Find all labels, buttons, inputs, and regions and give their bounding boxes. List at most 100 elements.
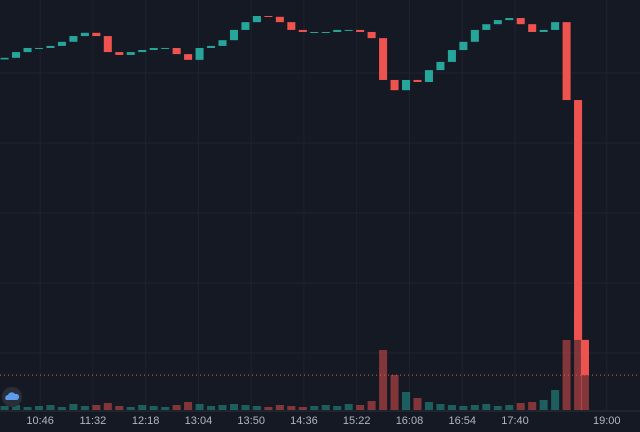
volume-bar (528, 402, 537, 410)
candle-body (138, 50, 147, 53)
candle-body (161, 47, 170, 49)
volume-bar (195, 404, 204, 410)
x-tick-label: 13:04 (185, 415, 213, 427)
candle-body (218, 40, 227, 46)
candle-body (12, 52, 21, 58)
volume-bar (436, 404, 445, 410)
volume-bar (57, 407, 66, 410)
volume-bar (138, 405, 147, 410)
candle-body (574, 100, 583, 340)
horizontal-grid (0, 72, 640, 354)
volume-bar (69, 404, 78, 410)
volume-bar (562, 340, 571, 410)
volume-bar (390, 375, 399, 410)
volume-bar (103, 403, 112, 410)
candle-body (69, 36, 78, 42)
candle-body (298, 29, 307, 32)
volume-bar (551, 390, 560, 410)
candle-body (321, 31, 330, 33)
x-tick-label: 10:46 (26, 415, 54, 427)
volume-bar (298, 407, 307, 410)
candle-body (459, 41, 468, 51)
volume-bar (539, 400, 548, 410)
volume-bar (333, 406, 342, 410)
volume-bar (172, 405, 181, 410)
candle-body (505, 18, 514, 21)
x-tick-label: 16:54 (448, 415, 476, 427)
volume-bar (321, 405, 330, 410)
volume-bar (356, 405, 365, 410)
volume-bar (92, 405, 101, 410)
x-tick-label: 19:00 (593, 415, 621, 427)
x-tick-label: 13:50 (237, 415, 265, 427)
candle-body (126, 52, 135, 55)
candle-body (115, 52, 124, 55)
volume-bar (115, 406, 124, 410)
candle-body (402, 79, 411, 91)
candle-body (252, 15, 261, 23)
candle-body (562, 22, 571, 101)
candle-body (413, 79, 422, 82)
candle-body (80, 32, 89, 37)
candle-body (275, 16, 284, 23)
candle-body (23, 47, 32, 53)
volume-bar (275, 405, 284, 410)
x-tick-label: 11:32 (80, 415, 107, 427)
candle-body (34, 47, 44, 49)
volume-bar (344, 404, 353, 410)
volume-bar (424, 402, 433, 410)
volume-bar (413, 398, 422, 410)
volume-bar (505, 405, 514, 410)
volume-bar (379, 350, 388, 410)
volume-bar (126, 407, 135, 410)
candle-body (57, 41, 66, 46)
volume-bar (207, 406, 216, 410)
candle-body (344, 29, 353, 31)
volume-bar (229, 404, 238, 410)
candle-body (424, 70, 433, 82)
logo[interactable] (2, 387, 22, 407)
candle-body (92, 32, 101, 37)
volume-bar (367, 401, 376, 410)
volume-bar (580, 350, 589, 410)
candle-body (516, 18, 525, 25)
candle-body (172, 47, 181, 55)
volume-bar (470, 405, 479, 410)
candle-body (528, 24, 537, 32)
candle-body (390, 79, 399, 91)
candle-body (333, 29, 342, 32)
volume-bar (34, 406, 44, 410)
volume-bar (46, 405, 55, 410)
candle-body (367, 31, 376, 39)
candle-body (103, 36, 112, 53)
x-tick-label: 12:18 (132, 415, 160, 427)
x-tick-label: 17:40 (501, 415, 529, 427)
volume-bar (264, 407, 273, 410)
volume-bar (516, 403, 525, 410)
candle-body (539, 29, 548, 32)
candle-body (229, 29, 238, 41)
candle-body (310, 31, 319, 33)
volume-bar (574, 315, 583, 410)
volume-bar (23, 407, 32, 410)
candle-body (436, 61, 445, 71)
volume-bar (0, 406, 9, 410)
volume-bar (447, 405, 456, 410)
candle-body (580, 339, 589, 376)
x-tick-label: 14:36 (290, 415, 318, 427)
volume-bar (402, 392, 411, 410)
volume-bar (161, 407, 170, 410)
candle-body (46, 45, 55, 48)
volume-bar (482, 404, 491, 410)
x-tick-label: 16:08 (396, 415, 424, 427)
candle-body (0, 57, 9, 60)
candle-body (287, 22, 296, 30)
volume-bar (149, 406, 158, 410)
volume-bar (287, 406, 296, 410)
candle-body (482, 24, 491, 30)
candle-body (195, 47, 204, 60)
candle-body (264, 15, 273, 17)
